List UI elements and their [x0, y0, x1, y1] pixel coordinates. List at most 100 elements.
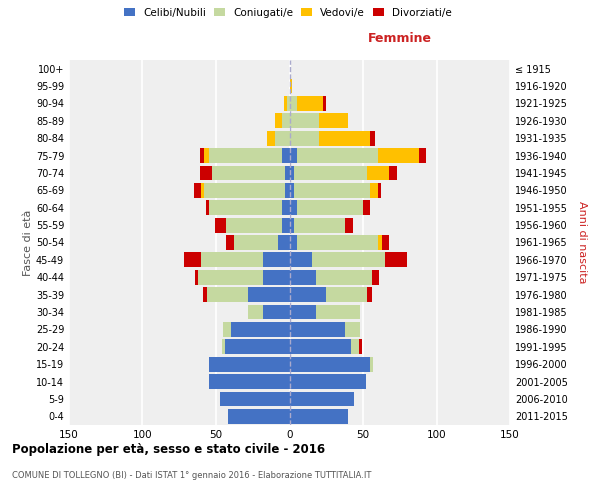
Bar	[297, 235, 378, 250]
Bar	[207, 288, 248, 302]
Text: COMUNE DI TOLLEGNO (BI) - Dati ISTAT 1° gennaio 2016 - Elaborazione TUTTITALIA.I: COMUNE DI TOLLEGNO (BI) - Dati ISTAT 1° …	[12, 471, 371, 480]
Bar	[284, 96, 287, 111]
Bar	[282, 148, 290, 163]
Bar	[385, 252, 407, 268]
Bar	[363, 200, 370, 215]
Bar	[319, 114, 348, 128]
Bar	[359, 340, 362, 354]
Bar	[290, 409, 348, 424]
Bar	[290, 322, 346, 337]
Bar	[202, 252, 263, 268]
Bar	[290, 200, 297, 215]
Bar	[323, 96, 326, 111]
Bar	[370, 357, 373, 372]
Bar	[316, 304, 360, 320]
Bar	[290, 131, 319, 146]
Bar	[226, 218, 282, 232]
Bar	[226, 235, 233, 250]
Bar	[275, 114, 282, 128]
Bar	[378, 183, 380, 198]
Bar	[248, 288, 290, 302]
Bar	[209, 200, 282, 215]
Bar	[290, 357, 370, 372]
Bar	[230, 322, 290, 337]
Bar	[285, 166, 290, 180]
Bar	[263, 270, 290, 284]
Bar	[294, 183, 370, 198]
Bar	[285, 183, 290, 198]
Y-axis label: Fasce di età: Fasce di età	[23, 210, 33, 276]
Bar	[209, 148, 282, 163]
Bar	[326, 288, 367, 302]
Bar	[282, 218, 290, 232]
Bar	[370, 131, 375, 146]
Bar	[248, 304, 263, 320]
Bar	[212, 166, 285, 180]
Bar	[294, 166, 367, 180]
Bar	[290, 148, 297, 163]
Bar	[290, 270, 316, 284]
Bar	[290, 304, 316, 320]
Bar	[200, 166, 212, 180]
Bar	[225, 340, 290, 354]
Bar	[196, 270, 199, 284]
Bar	[263, 252, 290, 268]
Bar	[294, 218, 346, 232]
Bar	[220, 392, 290, 406]
Bar	[282, 200, 290, 215]
Bar	[199, 270, 263, 284]
Bar	[290, 78, 292, 94]
Bar	[209, 374, 290, 389]
Bar	[268, 131, 275, 146]
Bar	[287, 96, 290, 111]
Bar	[290, 374, 366, 389]
Bar	[278, 235, 290, 250]
Bar	[202, 183, 204, 198]
Bar	[367, 288, 372, 302]
Bar	[297, 148, 378, 163]
Bar	[372, 270, 379, 284]
Bar	[184, 252, 202, 268]
Bar	[389, 166, 397, 180]
Bar	[204, 183, 285, 198]
Bar	[222, 340, 225, 354]
Bar	[419, 148, 426, 163]
Bar	[346, 218, 353, 232]
Bar	[297, 96, 323, 111]
Bar	[209, 357, 290, 372]
Bar	[351, 340, 359, 354]
Bar	[378, 235, 382, 250]
Bar	[290, 114, 319, 128]
Bar	[263, 304, 290, 320]
Bar	[204, 148, 209, 163]
Bar	[215, 218, 226, 232]
Bar	[290, 392, 354, 406]
Bar	[316, 270, 372, 284]
Bar	[367, 166, 389, 180]
Bar	[290, 340, 351, 354]
Bar	[290, 218, 294, 232]
Bar	[290, 288, 326, 302]
Text: Popolazione per età, sesso e stato civile - 2016: Popolazione per età, sesso e stato civil…	[12, 442, 325, 456]
Bar	[228, 409, 290, 424]
Bar	[290, 235, 297, 250]
Bar	[378, 148, 419, 163]
Bar	[290, 252, 311, 268]
Bar	[311, 252, 385, 268]
Bar	[282, 114, 290, 128]
Bar	[297, 200, 363, 215]
Bar	[200, 148, 204, 163]
Bar	[290, 96, 297, 111]
Legend: Celibi/Nubili, Coniugati/e, Vedovi/e, Divorziati/e: Celibi/Nubili, Coniugati/e, Vedovi/e, Di…	[124, 8, 452, 18]
Bar	[203, 288, 207, 302]
Bar	[382, 235, 389, 250]
Bar	[223, 322, 230, 337]
Bar	[233, 235, 278, 250]
Bar	[194, 183, 202, 198]
Bar	[319, 131, 370, 146]
Bar	[346, 322, 360, 337]
Bar	[206, 200, 209, 215]
Bar	[290, 166, 294, 180]
Text: Femmine: Femmine	[368, 32, 432, 46]
Bar	[370, 183, 378, 198]
